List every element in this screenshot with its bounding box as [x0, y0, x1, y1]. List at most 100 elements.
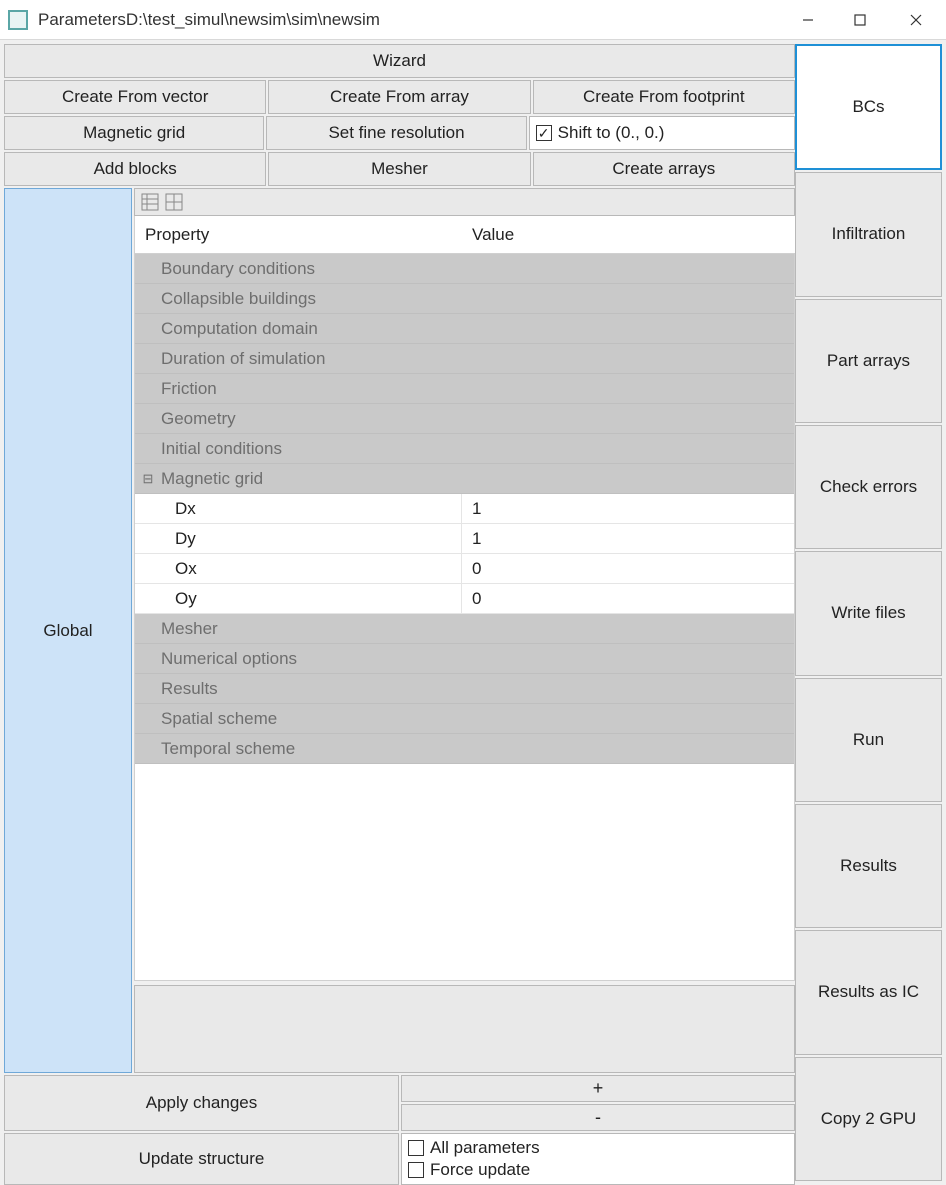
set-fine-resolution-button[interactable]: Set fine resolution — [266, 116, 526, 150]
property-category[interactable]: Results — [135, 674, 794, 704]
property-category-label: Magnetic grid — [161, 469, 263, 489]
property-category-label: Mesher — [161, 619, 218, 639]
property-category-label: Duration of simulation — [161, 349, 325, 369]
minus-button[interactable]: - — [401, 1104, 795, 1131]
shift-label: Shift to (0., 0.) — [558, 123, 665, 143]
property-category-label: Numerical options — [161, 649, 297, 669]
right-panel-label: Part arrays — [827, 351, 910, 371]
property-header-property: Property — [135, 225, 462, 245]
sidebar-tab-label: Global — [43, 621, 92, 641]
property-row[interactable]: Ox0 — [135, 554, 794, 584]
all-parameters-label: All parameters — [430, 1138, 540, 1158]
right-panel-button-infiltration[interactable]: Infiltration — [795, 172, 942, 296]
property-value[interactable]: 1 — [462, 494, 794, 523]
add-blocks-label: Add blocks — [94, 159, 177, 179]
property-toolbar — [134, 188, 795, 216]
property-category-label: Computation domain — [161, 319, 318, 339]
property-description-box — [134, 985, 795, 1073]
property-rows[interactable]: Boundary conditions Collapsible buildings… — [135, 254, 794, 980]
collapse-icon[interactable]: ⊟ — [135, 471, 161, 487]
right-panel-button-write-files[interactable]: Write files — [795, 551, 942, 675]
plus-button[interactable]: + — [401, 1075, 795, 1102]
property-category[interactable]: ⊟Magnetic grid — [135, 464, 794, 494]
alphabetical-view-icon[interactable] — [165, 193, 183, 211]
parameter-options: All parameters Force update — [401, 1133, 795, 1185]
right-panel: BCs Infiltration Part arrays Check errors Wr… — [795, 40, 946, 1185]
property-row[interactable]: Dy1 — [135, 524, 794, 554]
right-panel-label: BCs — [852, 97, 884, 117]
property-name: Oy — [135, 584, 462, 613]
categorized-view-icon[interactable] — [141, 193, 159, 211]
shift-to-origin-cell[interactable]: Shift to (0., 0.) — [529, 116, 795, 150]
all-parameters-checkbox[interactable] — [408, 1140, 424, 1156]
property-category[interactable]: Geometry — [135, 404, 794, 434]
window-title: ParametersD:\test_simul\newsim\sim\newsi… — [38, 10, 380, 30]
sidebar-tab-global[interactable]: Global — [4, 188, 132, 1073]
wizard-button[interactable]: Wizard — [4, 44, 795, 78]
right-panel-button-results-as-ic[interactable]: Results as IC — [795, 930, 942, 1054]
property-row[interactable]: Dx1 — [135, 494, 794, 524]
apply-changes-label: Apply changes — [146, 1093, 258, 1113]
right-panel-label: Copy 2 GPU — [821, 1109, 916, 1129]
maximize-button[interactable] — [834, 0, 886, 40]
shift-checkbox[interactable] — [536, 125, 552, 141]
property-category-label: Spatial scheme — [161, 709, 277, 729]
property-category-label: Geometry — [161, 409, 236, 429]
property-category[interactable]: Computation domain — [135, 314, 794, 344]
close-button[interactable] — [886, 0, 946, 40]
right-panel-label: Results — [840, 856, 897, 876]
create-from-vector-label: Create From vector — [62, 87, 208, 107]
right-panel-label: Run — [853, 730, 884, 750]
mesher-label: Mesher — [371, 159, 428, 179]
create-from-vector-button[interactable]: Create From vector — [4, 80, 266, 114]
apply-changes-button[interactable]: Apply changes — [4, 1075, 399, 1131]
create-from-array-label: Create From array — [330, 87, 469, 107]
property-header-value: Value — [462, 225, 795, 245]
property-name: Dy — [135, 524, 462, 553]
right-panel-label: Check errors — [820, 477, 917, 497]
mesher-button[interactable]: Mesher — [268, 152, 530, 186]
create-arrays-label: Create arrays — [612, 159, 715, 179]
property-header: Property Value — [134, 216, 795, 254]
create-from-footprint-button[interactable]: Create From footprint — [533, 80, 795, 114]
minus-label: - — [595, 1107, 601, 1128]
property-category[interactable]: Boundary conditions — [135, 254, 794, 284]
property-category-label: Boundary conditions — [161, 259, 315, 279]
force-update-label: Force update — [430, 1160, 530, 1180]
property-category[interactable]: Duration of simulation — [135, 344, 794, 374]
magnetic-grid-button[interactable]: Magnetic grid — [4, 116, 264, 150]
right-panel-button-check-errors[interactable]: Check errors — [795, 425, 942, 549]
property-category-label: Results — [161, 679, 218, 699]
property-category[interactable]: Mesher — [135, 614, 794, 644]
property-grid: Property Value Boundary conditions Collap… — [134, 188, 795, 1073]
property-category[interactable]: Initial conditions — [135, 434, 794, 464]
create-from-array-button[interactable]: Create From array — [268, 80, 530, 114]
property-category[interactable]: Temporal scheme — [135, 734, 794, 764]
wizard-label: Wizard — [373, 51, 426, 71]
property-category[interactable]: Spatial scheme — [135, 704, 794, 734]
force-update-checkbox[interactable] — [408, 1162, 424, 1178]
property-category-label: Temporal scheme — [161, 739, 295, 759]
right-panel-button-bcs[interactable]: BCs — [795, 44, 942, 170]
update-structure-button[interactable]: Update structure — [4, 1133, 399, 1185]
property-category-label: Collapsible buildings — [161, 289, 316, 309]
property-name: Dx — [135, 494, 462, 523]
right-panel-button-results[interactable]: Results — [795, 804, 942, 928]
property-value[interactable]: 0 — [462, 554, 794, 583]
property-value[interactable]: 1 — [462, 524, 794, 553]
right-panel-button-copy-2-gpu[interactable]: Copy 2 GPU — [795, 1057, 942, 1181]
right-panel-button-run[interactable]: Run — [795, 678, 942, 802]
titlebar: ParametersD:\test_simul\newsim\sim\newsi… — [0, 0, 946, 40]
minimize-button[interactable] — [782, 0, 834, 40]
property-category-label: Initial conditions — [161, 439, 282, 459]
property-value[interactable]: 0 — [462, 584, 794, 613]
create-arrays-button[interactable]: Create arrays — [533, 152, 795, 186]
property-category[interactable]: Numerical options — [135, 644, 794, 674]
property-category[interactable]: Collapsible buildings — [135, 284, 794, 314]
right-panel-label: Results as IC — [818, 982, 919, 1002]
property-category[interactable]: Friction — [135, 374, 794, 404]
right-panel-button-part-arrays[interactable]: Part arrays — [795, 299, 942, 423]
property-row[interactable]: Oy0 — [135, 584, 794, 614]
add-blocks-button[interactable]: Add blocks — [4, 152, 266, 186]
magnetic-grid-label: Magnetic grid — [83, 123, 185, 143]
